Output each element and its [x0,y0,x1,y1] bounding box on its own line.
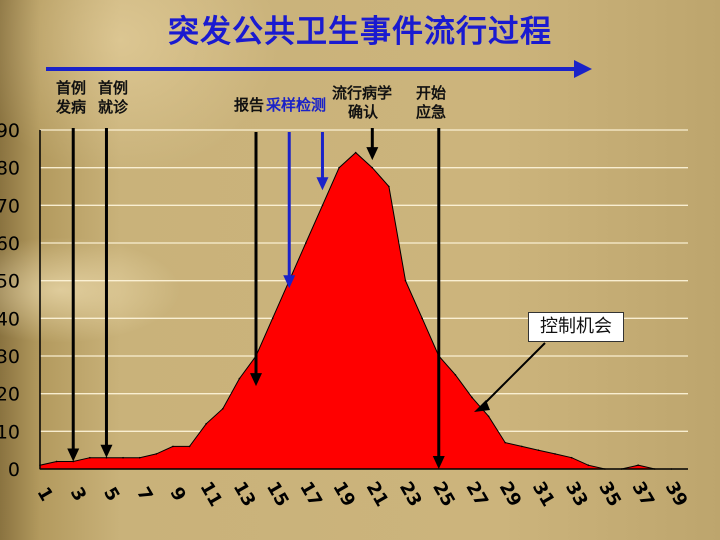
callout-pointer-head [474,400,490,412]
data-point-22 [388,185,390,188]
label-epi-line1: 流行病学 [332,84,393,102]
data-point-5 [105,456,108,459]
data-point-9 [172,445,174,448]
arrow-first-onset-head [67,448,80,462]
y-tick-70: 70 [0,195,20,217]
arrow-sampling-2-head [316,177,329,191]
area-series [39,151,673,470]
area-fill [39,151,672,470]
data-point-30 [521,445,523,448]
x-tick-labels: 1 3 5 7 9 11 13 15 17 19 21 23 25 27 29 31 33 35 37 39 [33,478,692,510]
data-point-6 [122,456,124,459]
x-tick-11: 11 [196,478,227,510]
x-tick-31: 31 [528,478,559,510]
y-tick-0: 0 [8,459,20,481]
y-tick-40: 40 [0,308,20,330]
data-point-21 [371,166,374,169]
page-title: 突发公共卫生事件流行过程 [168,14,552,50]
x-tick-25: 25 [428,478,459,510]
x-tick-37: 37 [628,478,659,510]
control-opportunity-callout: 控制机会 [528,312,624,342]
arrow-report-head [250,373,262,387]
x-tick-27: 27 [461,478,492,510]
data-point-17 [305,242,307,244]
y-tick-30: 30 [0,346,20,368]
axes [39,130,688,470]
x-tick-7: 7 [132,484,156,505]
x-tick-29: 29 [495,478,526,510]
label-first-onset-line1: 首例 [56,79,87,97]
label-first-onset-line2: 发病 [56,98,87,116]
x-tick-17: 17 [295,478,326,510]
label-response-line1: 开始 [416,84,447,102]
x-tick-5: 5 [99,484,123,505]
data-point-33 [570,456,573,459]
x-tick-33: 33 [561,478,592,510]
x-tick-9: 9 [165,484,189,505]
data-point-8 [155,453,158,455]
x-tick-1: 1 [33,484,57,505]
data-point-10 [188,445,191,448]
label-first-visit-line1: 首例 [98,79,129,97]
data-point-13 [238,377,241,380]
arrow-epi-confirm-head [366,147,379,161]
label-first-visit-line2: 就诊 [98,98,129,116]
event-arrows [46,60,592,469]
data-point-4 [89,456,91,459]
label-sampling: 采样检测 [266,96,327,114]
x-tick-3: 3 [66,484,90,505]
arrow-start-response-head [432,456,445,469]
data-point-24 [421,317,423,320]
x-tick-21: 21 [362,478,393,510]
timeline-arrow-head [574,60,592,78]
x-tick-19: 19 [328,478,359,510]
data-point-19 [338,166,340,169]
data-point-12 [221,407,224,410]
y-tick-90: 90 [0,120,20,142]
data-point-7 [138,456,141,459]
x-tick-23: 23 [395,478,426,510]
label-report: 报告 [234,96,265,114]
data-point-37 [637,464,639,467]
data-point-27 [471,396,473,399]
x-tick-13: 13 [229,478,260,510]
x-tick-15: 15 [262,478,293,510]
data-point-29 [504,441,507,444]
y-tick-50: 50 [0,271,20,293]
data-point-32 [554,453,556,455]
data-point-3 [72,460,75,463]
label-response-line2: 应急 [416,103,447,121]
data-point-23 [404,279,407,282]
arrow-sampling-1-head [283,275,296,289]
x-tick-39: 39 [661,478,692,510]
data-point-28 [487,415,490,418]
y-tick-20: 20 [0,384,20,406]
y-tick-80: 80 [0,158,20,180]
data-point-18 [321,204,324,207]
data-point-31 [537,449,540,451]
label-epi-line2: 确认 [348,103,379,121]
data-point-2 [55,460,58,463]
y-tick-10: 10 [0,421,20,443]
callout-pointer-line [481,342,546,407]
data-point-11 [205,423,207,425]
arrow-first-visit-head [100,444,113,458]
data-point-20 [354,151,357,154]
y-tick-60: 60 [0,233,20,255]
y-tick-labels: 0 10 20 30 40 50 60 70 80 90 [0,120,20,481]
data-point-26 [454,374,457,376]
data-point-34 [587,464,590,467]
x-tick-35: 35 [594,478,625,510]
data-point-15 [271,317,274,320]
